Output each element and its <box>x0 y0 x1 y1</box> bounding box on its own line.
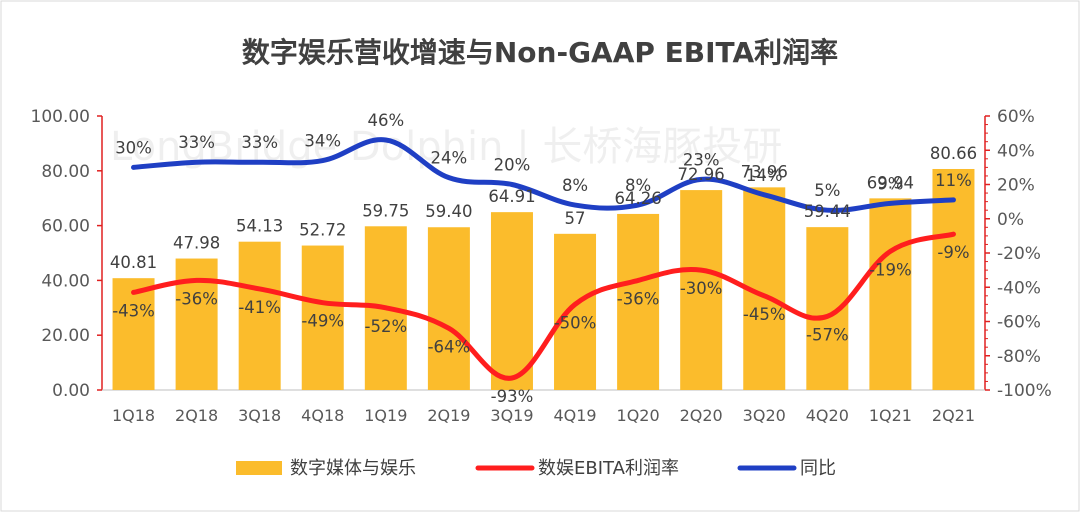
bar-1Q18 <box>112 278 155 390</box>
legend-label: 数娱EBITA利润率 <box>538 458 679 479</box>
margin-value-label: -30% <box>680 279 723 298</box>
yoy-value-label: 8% <box>562 176 588 195</box>
margin-value-label: -36% <box>617 289 660 308</box>
x-tick-label: 4Q18 <box>301 406 344 425</box>
yoy-value-label: 24% <box>431 149 468 168</box>
bar-value-label: 59.40 <box>425 202 472 221</box>
bar-value-label: 54.13 <box>236 217 283 236</box>
bar-4Q18 <box>301 245 344 390</box>
right-axis-tick-label: 60% <box>997 107 1035 127</box>
bar-2Q20 <box>680 190 723 390</box>
x-tick-label: 2Q21 <box>932 406 975 425</box>
chart-title: 数字娱乐营收增速与Non-GAAP EBITA利润率 <box>242 36 838 69</box>
bar-value-label: 80.66 <box>930 144 977 163</box>
right-axis-tick-label: -100% <box>997 381 1052 401</box>
x-tick-label: 2Q19 <box>427 406 470 425</box>
x-tick-label: 1Q19 <box>364 406 407 425</box>
plot-area: 100.00 80.00 60.00 40.00 20.00 0.00 60% 40% 20% 0… <box>31 107 1052 425</box>
yoy-line <box>131 137 956 213</box>
legend-label: 同比 <box>800 458 836 479</box>
margin-value-label: -64% <box>428 337 471 356</box>
x-tick-label: 3Q18 <box>238 406 281 425</box>
bar-3Q19 <box>490 212 533 390</box>
yoy-value-label: 5% <box>814 181 840 200</box>
yoy-value-label: 46% <box>367 111 404 130</box>
margin-value-label: -45% <box>743 305 786 324</box>
margin-line <box>131 231 956 381</box>
bar-value-label: 69.94 <box>867 173 914 192</box>
yoy-value-label: 33% <box>241 133 278 152</box>
yoy-value-label: 11% <box>935 171 972 190</box>
bar-value-label: 73.96 <box>741 162 788 181</box>
margin-value-label: -57% <box>806 325 849 344</box>
bar-value-label: 57 <box>565 209 586 228</box>
margin-value-label: -19% <box>869 260 912 279</box>
yoy-value-label: 14% <box>746 166 783 185</box>
x-tick-label: 4Q19 <box>553 406 596 425</box>
left-axis-tick-label: 80.00 <box>41 162 90 182</box>
yoy-value-label: 8% <box>625 176 651 195</box>
legend-label: 数字媒体与娱乐 <box>290 458 416 479</box>
bar-value-label: 59.44 <box>804 202 851 221</box>
bar-4Q19 <box>554 233 597 390</box>
margin-value-label: -52% <box>365 317 408 336</box>
margin-value-label: -41% <box>238 298 281 317</box>
right-axis-tick-label: 20% <box>997 176 1035 196</box>
x-tick-label: 2Q18 <box>175 406 218 425</box>
x-tick-label: 1Q18 <box>112 406 155 425</box>
bar-value-label: 40.81 <box>110 253 157 272</box>
margin-value-label: -93% <box>491 387 534 406</box>
x-tick-label: 4Q20 <box>806 406 849 425</box>
left-axis-tick-label: 20.00 <box>41 326 90 346</box>
margin-value-label: -49% <box>301 312 344 331</box>
left-axis-tick-label: 60.00 <box>41 217 90 237</box>
legend-swatch-bar <box>236 461 282 475</box>
yoy-value-label: 23% <box>683 150 720 169</box>
bar-1Q20 <box>617 213 660 390</box>
left-axis-tick-label: 100.00 <box>31 107 90 127</box>
margin-value-label: -36% <box>175 289 218 308</box>
right-axis-tick-label: 0% <box>997 210 1024 230</box>
right-axis-tick-label: -80% <box>997 347 1041 367</box>
right-axis-tick-label: -40% <box>997 278 1041 298</box>
yoy-value-label: 30% <box>115 138 152 157</box>
bar-value-label: 72.96 <box>678 165 725 184</box>
x-tick-label: 3Q19 <box>490 406 533 425</box>
margin-value-label: -9% <box>937 243 969 262</box>
bar-value-label: 64.91 <box>488 187 535 206</box>
bar-value-label: 52.72 <box>299 221 346 240</box>
left-axis-tick-label: 0.00 <box>52 381 90 401</box>
yoy-value-label: 20% <box>494 156 531 175</box>
right-axis-tick-label: -20% <box>997 244 1041 264</box>
x-tick-label: 1Q21 <box>869 406 912 425</box>
bar-value-label: 47.98 <box>173 234 220 253</box>
x-tick-label: 2Q20 <box>680 406 723 425</box>
right-axis-tick-label: 40% <box>997 141 1035 161</box>
x-tick-label: 1Q20 <box>617 406 660 425</box>
yoy-value-label: 33% <box>178 133 215 152</box>
margin-value-label: -50% <box>554 313 597 332</box>
yoy-value-label: 34% <box>304 132 341 151</box>
right-axis-tick-label: -60% <box>997 313 1041 333</box>
bar-1Q21 <box>869 198 912 390</box>
bar-3Q18 <box>238 241 281 390</box>
bar-2Q19 <box>427 227 470 390</box>
bar-2Q21 <box>932 168 975 390</box>
x-tick-label: 3Q20 <box>743 406 786 425</box>
yoy-value-label: 9% <box>877 174 903 193</box>
left-axis-tick-label: 40.00 <box>41 271 90 291</box>
margin-value-label: -43% <box>112 301 155 320</box>
legend: 数字媒体与娱乐 数娱EBITA利润率 同比 <box>236 458 836 479</box>
bar-value-label: 59.75 <box>362 201 409 220</box>
bar-value-label: 64.26 <box>614 189 661 208</box>
